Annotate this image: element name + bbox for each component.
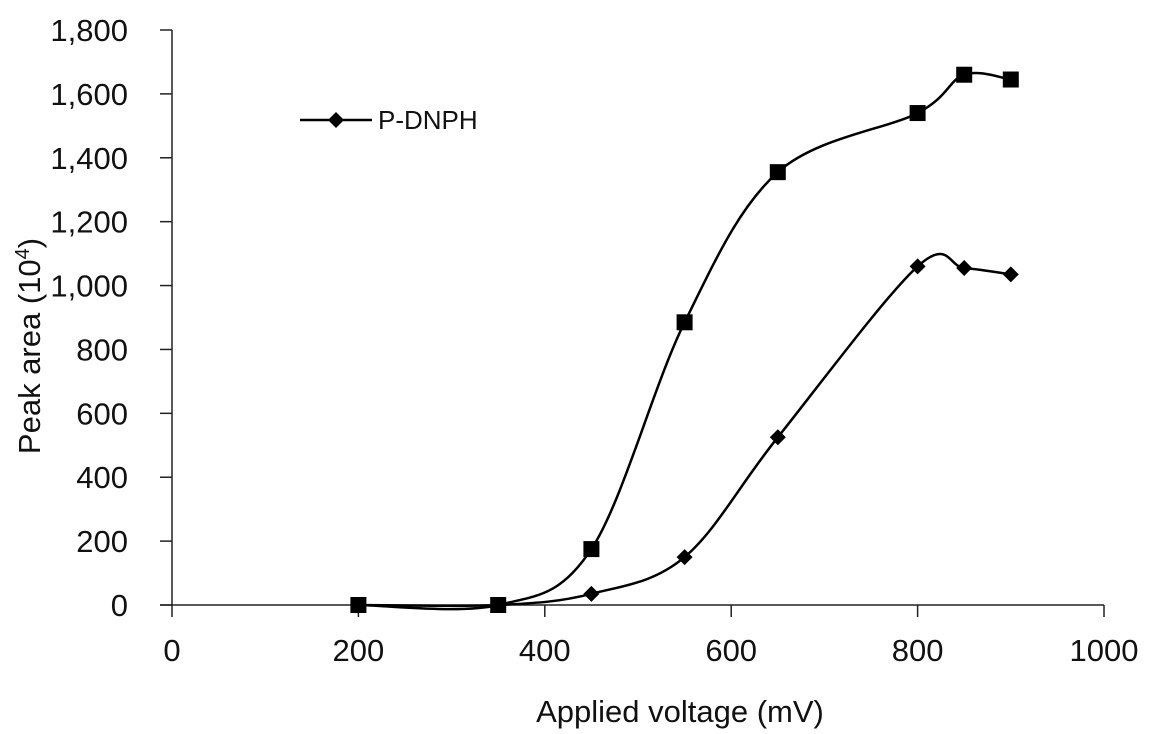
y-tick-label: 0 <box>111 588 128 623</box>
y-tick-label: 400 <box>76 460 128 495</box>
y-tick-label: 1,600 <box>50 77 128 112</box>
x-tick-label: 200 <box>333 633 385 668</box>
y-axis-title: Peak area (104) <box>12 238 47 454</box>
axes: 0 200 400 600 800 1,000 1,200 1,400 1,600 1,800 0 2… <box>50 13 1138 668</box>
legend-entry: P-DNPH <box>300 105 478 135</box>
data-point-diamond <box>909 258 926 275</box>
data-point-diamond <box>676 549 693 566</box>
y-tick-label: 800 <box>76 332 128 367</box>
series-line <box>358 71 1012 611</box>
legend-marker-diamond <box>328 112 344 128</box>
y-axis-title-main: Peak area (10 <box>12 259 47 454</box>
x-tick-label: 400 <box>519 633 571 668</box>
data-point-square <box>583 541 600 558</box>
series-square <box>350 66 1019 613</box>
x-tick-label: 800 <box>892 633 944 668</box>
y-tick-label: 1,000 <box>50 269 128 304</box>
data-point-square <box>956 66 973 83</box>
data-point-square <box>490 597 507 613</box>
x-tick-label: 1000 <box>1070 633 1139 668</box>
data-point-square <box>1002 71 1019 88</box>
series-layer <box>350 66 1019 613</box>
legend-label: P-DNPH <box>378 105 478 135</box>
legend: P-DNPH <box>300 105 478 135</box>
y-tick-label: 1,800 <box>50 13 128 48</box>
data-point-diamond <box>583 585 600 602</box>
y-tick-label: 1,400 <box>50 141 128 176</box>
data-point-square <box>769 164 786 181</box>
y-tick-label: 200 <box>76 524 128 559</box>
y-axis-title-suffix: ) <box>12 238 47 248</box>
data-point-square <box>676 314 693 331</box>
x-tick-label: 600 <box>705 633 757 668</box>
data-point-square <box>350 597 367 613</box>
y-tick-label: 600 <box>76 396 128 431</box>
series-diamond <box>350 252 1019 613</box>
data-point-diamond <box>1002 266 1019 283</box>
data-point-square <box>909 105 926 122</box>
y-axis-title-superscript: 4 <box>12 248 34 259</box>
x-axis-title: Applied voltage (mV) <box>536 694 824 729</box>
data-point-diamond <box>956 259 973 276</box>
data-point-diamond <box>769 429 786 446</box>
x-tick-label: 0 <box>163 633 180 668</box>
y-tick-label: 1,200 <box>50 205 128 240</box>
